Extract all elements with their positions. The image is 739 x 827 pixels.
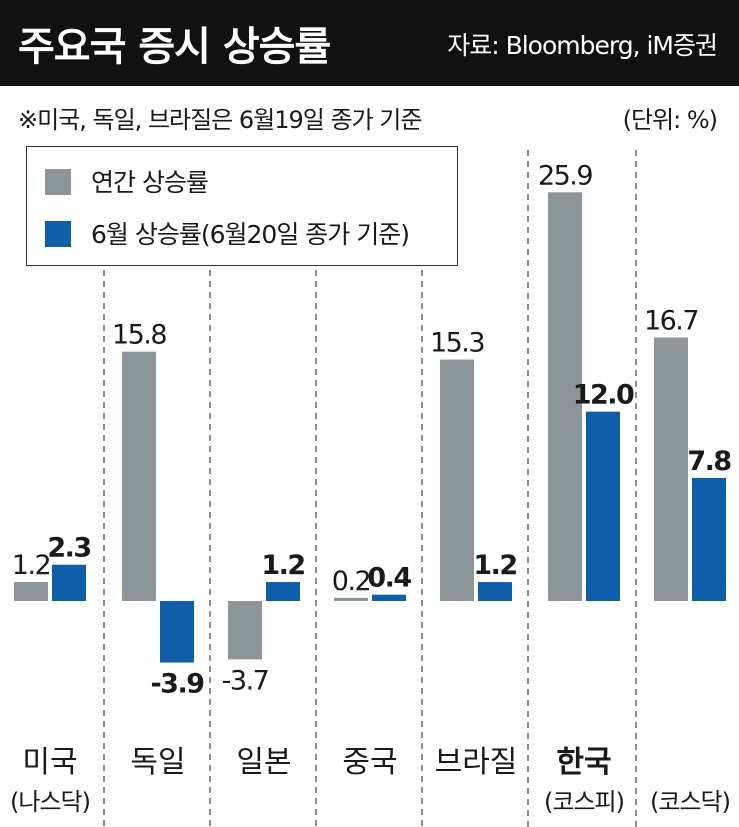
- data-label: 0.4: [367, 563, 411, 594]
- data-label: 15.8: [112, 320, 166, 351]
- bar: [548, 192, 582, 601]
- bar: [228, 601, 262, 660]
- bar: [122, 351, 156, 601]
- data-label: 2.3: [47, 533, 90, 564]
- unit-label: (단위: %): [622, 106, 718, 134]
- data-label: 1.2: [12, 550, 50, 581]
- data-label: -3.7: [222, 665, 269, 696]
- bar: [654, 337, 688, 601]
- legend-swatch-june: [45, 221, 71, 247]
- data-label: 7.8: [687, 446, 731, 477]
- footnote: ※미국, 독일, 브라질은 6월19일 종가 기준: [18, 106, 422, 134]
- category-label: 브라질: [435, 745, 518, 780]
- category-label: 독일: [130, 745, 185, 780]
- data-label: 15.3: [430, 328, 484, 359]
- category-sublabel: (나스닥): [10, 788, 90, 816]
- data-label: 16.7: [644, 305, 698, 336]
- legend-label-june: 6월 상승률(6월20일 종가 기준): [91, 220, 410, 249]
- data-label: -3.9: [150, 669, 204, 700]
- bar: [334, 597, 368, 601]
- category-label: 일본: [236, 745, 291, 780]
- category-label: 미국: [22, 745, 77, 780]
- data-label: 12.0: [573, 380, 634, 411]
- category-sublabel: (코스닥): [650, 788, 730, 816]
- source-label: 자료: Bloomberg, iM증권: [447, 31, 718, 60]
- data-label: 0.2: [332, 566, 370, 597]
- legend: 연간 상승률 6월 상승률(6월20일 종가 기준): [26, 146, 458, 266]
- chart-title: 주요국 증시 상승률: [18, 24, 331, 70]
- bar: [692, 477, 726, 601]
- data-label: 1.2: [473, 550, 516, 581]
- category-label: 한국: [556, 745, 611, 780]
- bar: [372, 594, 406, 601]
- bar: [478, 582, 512, 601]
- bar: [160, 601, 194, 663]
- bar: [52, 564, 86, 601]
- legend-swatch-annual: [45, 169, 71, 195]
- data-label: 25.9: [538, 160, 592, 191]
- bar: [266, 582, 300, 601]
- category-label: 중국: [342, 745, 397, 780]
- bar: [586, 411, 620, 601]
- bar: [14, 582, 48, 601]
- bar: [440, 359, 474, 601]
- title-bar: 주요국 증시 상승률 자료: Bloomberg, iM증권: [0, 0, 739, 86]
- legend-label-annual: 연간 상승률: [91, 168, 209, 197]
- data-label: 1.2: [261, 550, 304, 581]
- category-sublabel: (코스피): [544, 788, 624, 816]
